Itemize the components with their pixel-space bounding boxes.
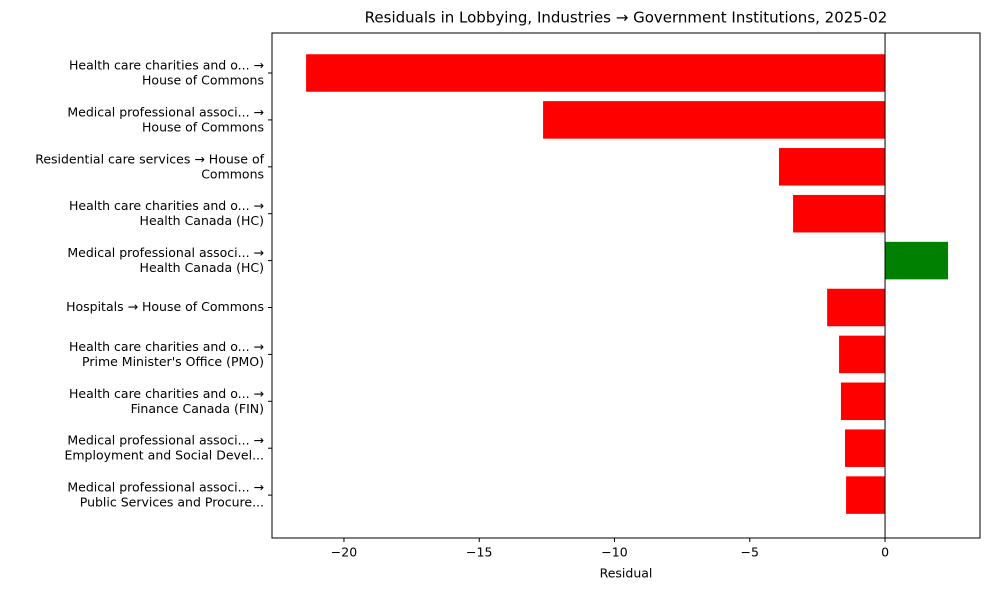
- y-tick-label: Medical professional associ... → House of…: [67, 104, 264, 134]
- x-tick-label: −5: [741, 545, 759, 560]
- y-tick-label: Hospitals → House of Commons: [66, 299, 264, 314]
- bar: [846, 476, 886, 514]
- y-tick-label: Medical professional associ... → Employme…: [64, 432, 264, 462]
- bar: [885, 241, 949, 280]
- x-tick-label: −15: [466, 545, 492, 560]
- bar: [845, 429, 886, 467]
- y-tick-label: Health care charities and o... → Prime Mi…: [69, 338, 264, 368]
- plot-frame: [271, 32, 981, 539]
- y-tick-label: Health care charities and o... → Finance …: [69, 385, 264, 415]
- y-tick-label: Health care charities and o... → House of…: [69, 57, 264, 87]
- x-tick-label: −10: [601, 545, 627, 560]
- y-tick-label: Health care charities and o... → Health C…: [69, 198, 264, 228]
- y-tick-label: Medical professional associ... → Public S…: [67, 479, 264, 509]
- chart-title: Residuals in Lobbying, Industries → Gove…: [365, 9, 888, 27]
- x-tick-label: 0: [881, 545, 889, 560]
- bar: [827, 288, 886, 327]
- y-tick-label: Medical professional associ... → Health C…: [67, 245, 264, 275]
- y-tick-label: Residential care services → House of Comm…: [35, 151, 264, 181]
- bar: [778, 148, 886, 186]
- bar: [543, 101, 886, 139]
- x-axis-label: Residual: [600, 566, 653, 581]
- bar: [839, 335, 886, 374]
- bar: [793, 194, 886, 233]
- bar: [840, 382, 886, 421]
- x-tick-label: −20: [331, 545, 357, 560]
- bar: [306, 54, 886, 92]
